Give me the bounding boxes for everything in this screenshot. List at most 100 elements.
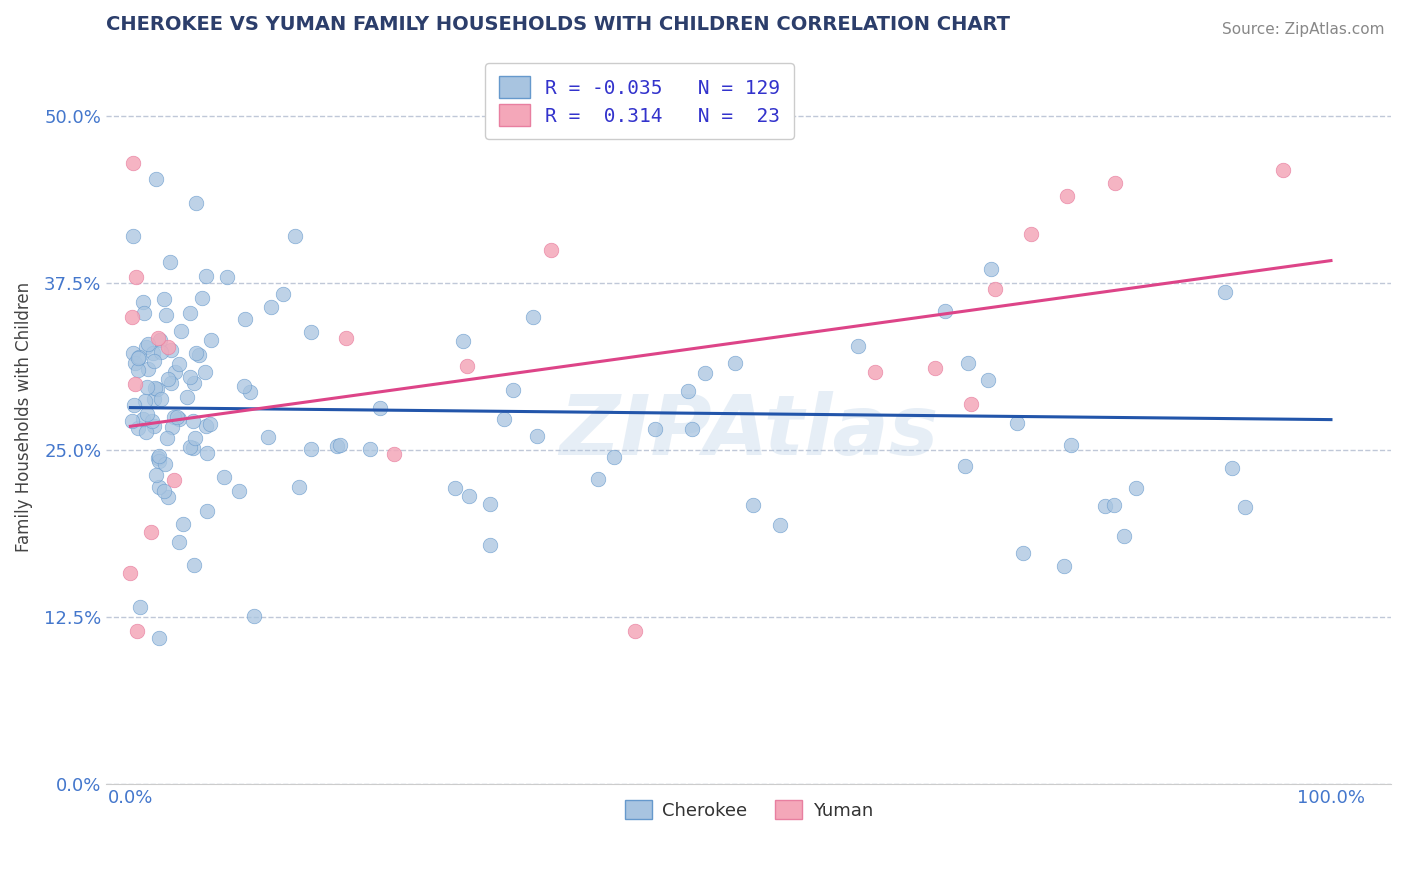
Point [1059,438,1081,452]
Point [957,355,980,369]
Point [176,390,198,404]
Point [239,384,262,399]
Point [602,450,624,464]
Point [122,399,145,413]
Text: CHEROKEE VS YUMAN FAMILY HOUSEHOLDS WITH CHILDREN CORRELATION CHART: CHEROKEE VS YUMAN FAMILY HOUSEHOLDS WITH… [107,15,1011,34]
Point [863,365,886,379]
Point [179,306,201,320]
Point [127,351,149,365]
Point [526,429,548,443]
Point [243,608,266,623]
Point [167,357,190,371]
Point [132,294,155,309]
Point [166,409,188,424]
Point [186,196,208,211]
Point [127,363,149,377]
Point [172,516,194,531]
Point [183,558,205,573]
Point [329,438,352,452]
Point [156,340,179,354]
Point [1271,162,1294,177]
Point [1112,529,1135,543]
Point [195,446,218,460]
Point [181,441,204,455]
Point [326,439,349,453]
Point [212,469,235,483]
Point [623,624,645,638]
Point [136,337,159,351]
Point [1094,500,1116,514]
Point [215,270,238,285]
Point [183,376,205,390]
Point [540,243,562,257]
Point [384,447,406,461]
Point [167,534,190,549]
Point [456,359,478,373]
Point [186,346,208,360]
Point [163,365,186,379]
Point [953,459,976,474]
Point [127,624,149,638]
Point [160,376,183,390]
Point [156,491,179,505]
Point [368,401,391,415]
Point [195,418,218,433]
Point [586,472,609,486]
Point [124,356,146,370]
Point [284,229,307,244]
Point [1215,285,1237,299]
Point [1220,461,1243,475]
Point [152,292,174,306]
Point [198,417,221,431]
Point [132,305,155,319]
Point [145,468,167,483]
Point [120,566,142,581]
Point [492,412,515,426]
Point [1104,498,1126,512]
Point [195,504,218,518]
Point [145,382,167,396]
Point [522,310,544,324]
Point [153,457,176,471]
Point [1019,227,1042,241]
Point [148,631,170,645]
Point [142,418,165,433]
Point [121,228,143,243]
Point [299,442,322,457]
Point [156,431,179,445]
Point [768,517,790,532]
Point [155,308,177,322]
Point [233,311,256,326]
Point [1011,546,1033,560]
Point [1234,500,1257,515]
Point [288,480,311,494]
Point [1053,559,1076,574]
Point [676,384,699,398]
Point [128,599,150,614]
Point [121,310,143,324]
Point [934,303,956,318]
Point [693,366,716,380]
Point [148,331,170,345]
Point [260,300,283,314]
Point [152,484,174,499]
Point [121,156,143,170]
Point [924,361,946,376]
Point [846,339,869,353]
Point [194,365,217,379]
Point [143,380,166,394]
Point [1104,176,1126,190]
Point [194,268,217,283]
Point [299,325,322,339]
Point [135,380,157,394]
Point [233,378,256,392]
Point [200,333,222,347]
Point [149,333,172,347]
Point [457,490,479,504]
Point [451,334,474,348]
Point [188,348,211,362]
Point [163,474,186,488]
Point [135,340,157,354]
Point [335,331,357,345]
Point [128,350,150,364]
